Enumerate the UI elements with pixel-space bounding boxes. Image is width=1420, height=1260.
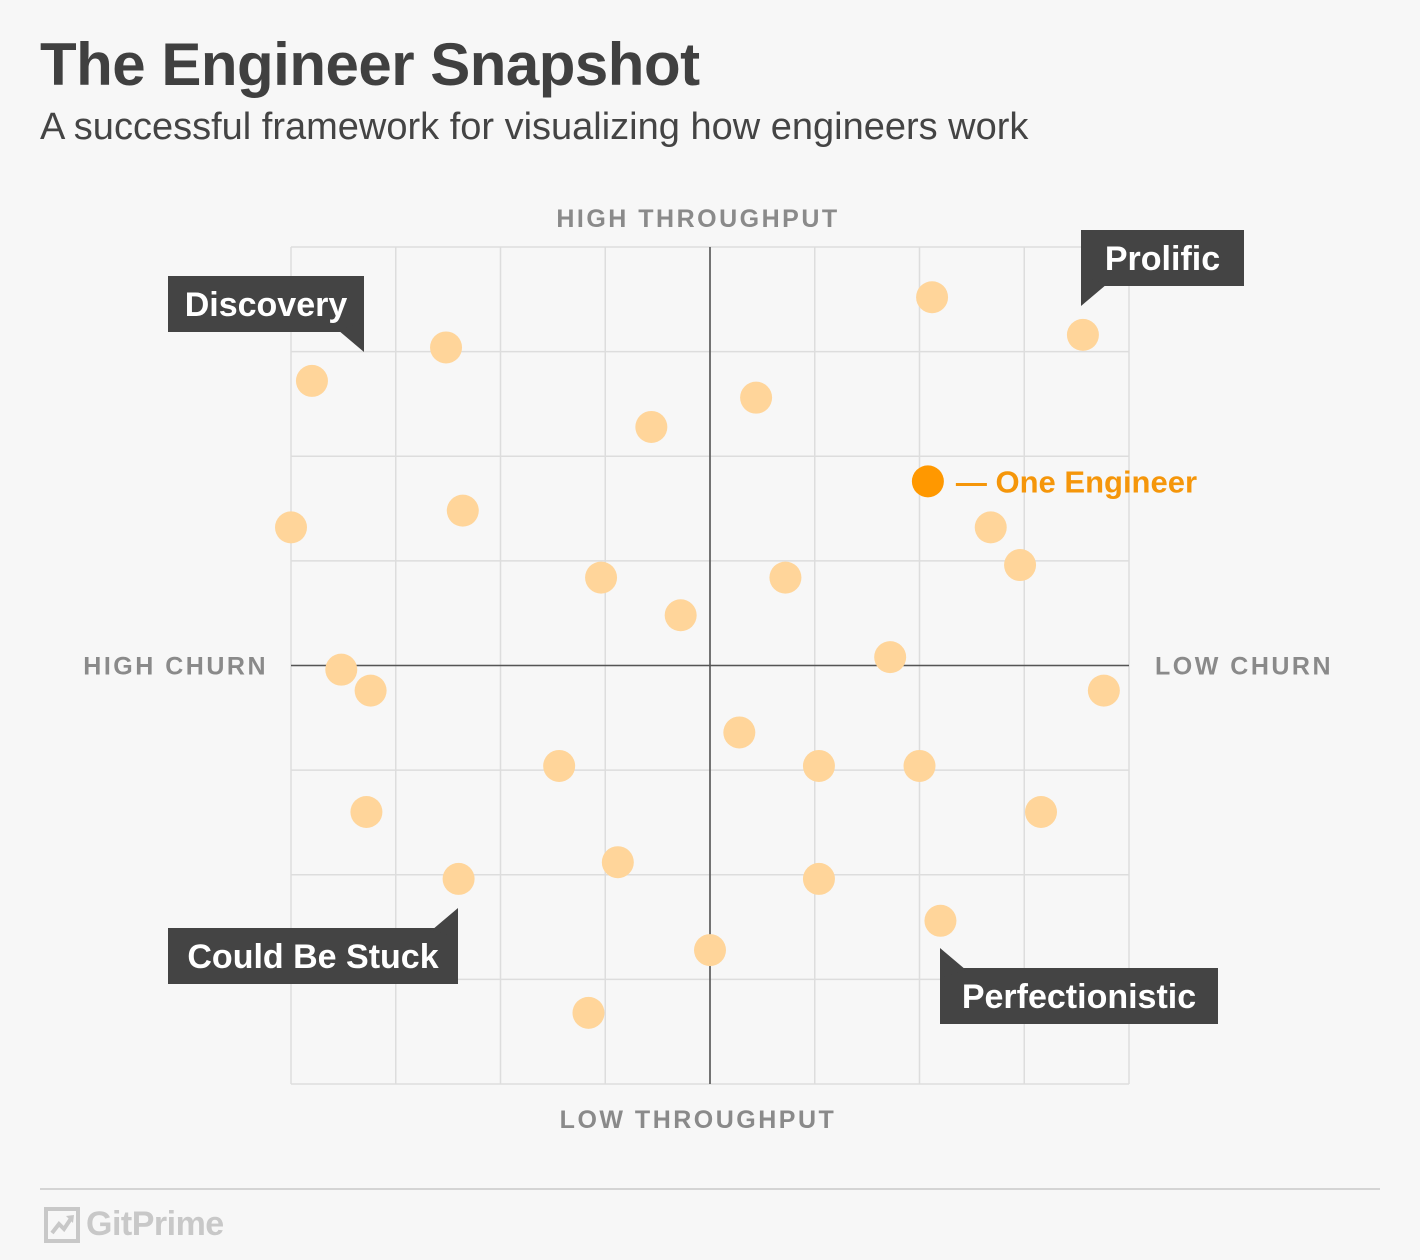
data-point	[723, 716, 756, 749]
brand-logo: GitPrime	[44, 1205, 224, 1244]
axis-label-right: LOW CHURN	[1155, 653, 1333, 681]
data-points	[275, 281, 1120, 1029]
data-point	[802, 862, 835, 895]
axis-label-top: HIGH THROUGHPUT	[556, 205, 839, 233]
callout-bottom-left: Could Be Stuck	[168, 908, 458, 984]
highlight-point	[911, 465, 944, 498]
data-point	[874, 641, 907, 674]
data-point	[802, 749, 835, 782]
callout-bottom-left-label: Could Be Stuck	[187, 938, 438, 976]
data-point	[635, 410, 668, 443]
callout-top-right: Prolific	[1081, 230, 1244, 306]
data-point	[543, 749, 576, 782]
axis-labels: HIGH THROUGHPUT LOW THROUGHPUT HIGH CHUR…	[83, 205, 1333, 1134]
data-point	[903, 749, 936, 782]
data-point	[1087, 674, 1120, 707]
data-point	[430, 331, 463, 364]
highlight-label: — One Engineer	[956, 464, 1197, 499]
data-point	[601, 846, 634, 879]
data-point	[1066, 318, 1099, 351]
data-point	[275, 511, 307, 544]
callout-top-right-label: Prolific	[1105, 240, 1220, 278]
data-point	[664, 599, 697, 632]
data-point	[442, 862, 475, 895]
data-point	[572, 996, 605, 1029]
data-point	[740, 381, 773, 414]
footer-divider	[40, 1188, 1380, 1190]
data-point	[1025, 795, 1058, 828]
data-point	[354, 674, 387, 707]
callout-bottom-right-label: Perfectionistic	[962, 978, 1196, 1016]
data-point	[1004, 549, 1037, 582]
data-point	[446, 494, 479, 527]
data-point	[769, 561, 802, 594]
axis-label-left: HIGH CHURN	[83, 653, 268, 681]
highlight-group: — One Engineer	[911, 464, 1197, 499]
axis-label-bottom: LOW THROUGHPUT	[560, 1106, 837, 1134]
gitprime-logo-icon	[44, 1206, 80, 1243]
brand-name: GitPrime	[86, 1205, 224, 1243]
data-point	[350, 795, 383, 828]
data-point	[585, 561, 618, 594]
data-point	[694, 934, 726, 967]
data-point	[295, 364, 328, 397]
callout-bottom-right: Perfectionistic	[940, 948, 1218, 1024]
callout-top-left: Discovery	[168, 276, 364, 352]
page-subtitle: A successful framework for visualizing h…	[40, 106, 1029, 148]
page-title: The Engineer Snapshot	[40, 31, 700, 98]
data-point	[924, 904, 957, 937]
quadrant-callouts: Discovery Prolific Could Be Stuck Perfec…	[168, 230, 1244, 1024]
data-point	[974, 511, 1007, 544]
data-point	[325, 653, 358, 686]
data-point	[916, 281, 949, 314]
callout-top-left-label: Discovery	[185, 286, 348, 324]
